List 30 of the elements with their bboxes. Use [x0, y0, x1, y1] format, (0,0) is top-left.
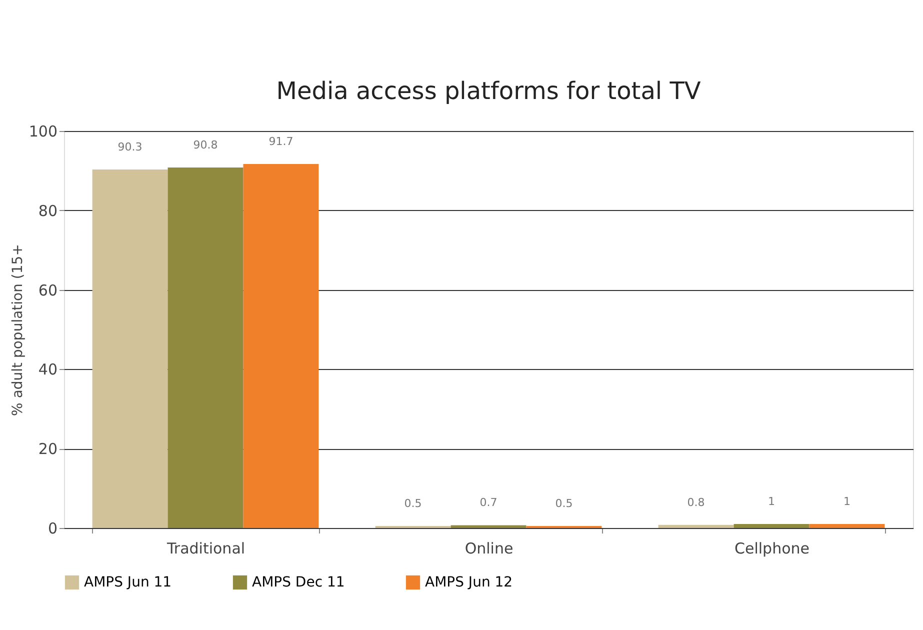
data-label: 0.5: [555, 497, 573, 510]
y-tick-label: 20: [38, 440, 58, 458]
bar: [450, 525, 526, 528]
data-label: 0.8: [687, 496, 705, 509]
bar: [658, 524, 734, 528]
legend-label: AMPS Dec 11: [252, 574, 345, 590]
bar: [168, 168, 244, 528]
chart-title: Media access platforms for total TV: [276, 77, 702, 105]
bar: [809, 524, 885, 528]
data-label: 90.3: [118, 140, 142, 154]
legend-label: AMPS Jun 11: [84, 574, 172, 590]
data-label: 0.7: [480, 496, 498, 510]
legend-label: AMPS Jun 12: [425, 574, 513, 590]
y-tick-label: 100: [28, 122, 58, 140]
data-label: 91.7: [268, 134, 294, 148]
data-label: 0.5: [404, 497, 422, 510]
data-label: 1: [768, 495, 775, 508]
y-tick-label: 40: [38, 360, 58, 379]
y-tick-label: 80: [38, 202, 58, 220]
data-label: 1: [843, 495, 850, 508]
bar: [734, 524, 810, 528]
bar: [92, 170, 168, 528]
y-axis-title: % adult population (15+: [10, 244, 26, 416]
x-tick-label: Online: [464, 540, 514, 558]
data-label: 90.8: [193, 138, 218, 152]
x-tick-label: Cellphone: [734, 540, 810, 558]
y-tick-label: 0: [48, 520, 58, 538]
bar: [243, 164, 319, 528]
x-tick-label: Traditional: [166, 540, 246, 558]
y-tick-label: 60: [38, 281, 58, 300]
